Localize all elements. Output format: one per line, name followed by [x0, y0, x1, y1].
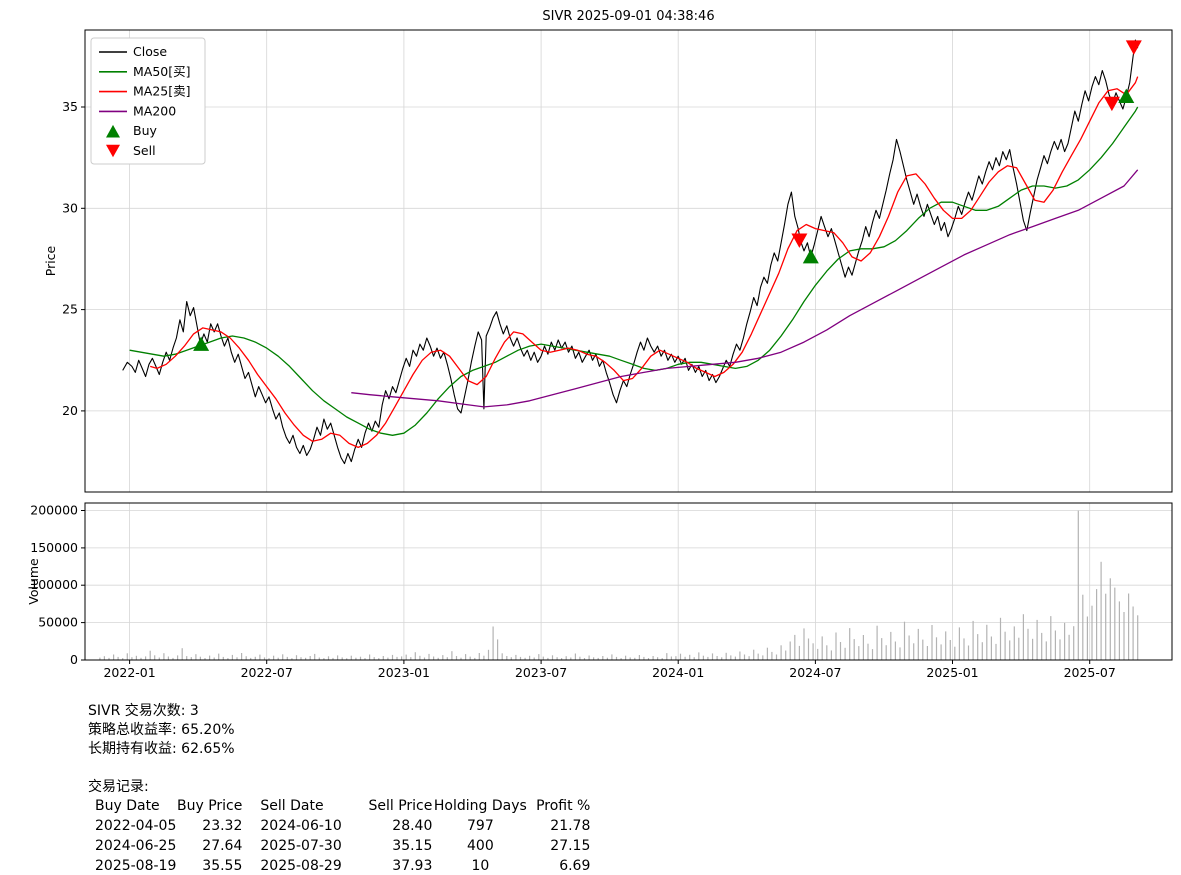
trade-cell: 2024-06-10	[260, 818, 342, 834]
trade-cell: 797	[467, 818, 494, 834]
trade-cell: 28.40	[392, 818, 433, 834]
trades-column-header: Sell Date	[260, 798, 324, 814]
trade-cell: 2025-08-29	[260, 858, 342, 874]
trades-column-header: Buy Price	[177, 798, 243, 814]
legend-label: MA50[买]	[133, 64, 191, 79]
xtick-label: 2025-01	[926, 665, 978, 680]
trades-header-row: Buy Date Buy Price Sell Date Sell Price Hold…	[95, 796, 590, 816]
volume-bars	[99, 510, 1139, 660]
xtick-label: 2022-01	[103, 665, 155, 680]
price-ytick-label: 30	[62, 200, 78, 215]
close-line	[122, 39, 1139, 465]
xtick-label: 2023-07	[515, 665, 567, 680]
trade-row: 2025-08-19 35.55 2025-08-29 37.93 10 6.69	[95, 856, 590, 875]
summary-strategy-return: 策略总收益率: 65.20%	[88, 722, 235, 738]
sell-marker	[1125, 40, 1142, 55]
xtick-label: 2024-01	[652, 665, 704, 680]
legend: Close MA50[买] MA25[卖] MA200 Buy Sell	[90, 37, 206, 165]
trade-cell: 2025-08-19	[95, 858, 177, 874]
trades-table: Buy Date Buy Price Sell Date Sell Price Hold…	[95, 796, 590, 875]
xtick-label: 2025-07	[1064, 665, 1116, 680]
ma50-line	[129, 106, 1139, 436]
sell-marker	[791, 233, 808, 248]
trade-cell: 21.78	[550, 818, 591, 834]
volume-axis-label: Volume	[26, 558, 41, 605]
buy-marker	[1118, 88, 1135, 104]
price-ytick-label: 25	[62, 302, 78, 317]
sell-markers	[791, 40, 1142, 248]
price-axis-label: Price	[43, 245, 58, 276]
trade-cell: 2022-04-05	[95, 818, 177, 834]
price-plot-background	[85, 30, 1172, 492]
trade-cell: 35.15	[392, 838, 433, 854]
legend-box	[90, 37, 206, 165]
trade-row: 2024-06-25 27.64 2025-07-30 35.15 400 27.15	[95, 836, 590, 856]
trade-cell: 2024-06-25	[95, 838, 177, 854]
volume-ytick-label: 50000	[38, 615, 78, 630]
legend-label: MA25[卖]	[133, 84, 191, 99]
xtick-label: 2022-07	[241, 665, 293, 680]
trade-cell: 35.55	[202, 858, 243, 874]
price-volume-chart: 20 25 30 35 0 50000 100000 150000 200000 2022-01 2…	[26, 29, 1173, 680]
volume-ytick-label: 150000	[30, 540, 78, 555]
summary-trade-count: SIVR 交易次数: 3	[88, 703, 199, 719]
legend-label: MA200	[133, 103, 176, 118]
legend-marker-sample	[106, 144, 120, 158]
trade-records-title: 交易记录:	[88, 779, 149, 795]
volume-plot-background	[85, 503, 1172, 660]
trades-column-header: Profit %	[536, 798, 591, 814]
ma200-line	[351, 169, 1139, 408]
volume-plot-border	[84, 502, 1173, 661]
price-ytick-label: 35	[62, 99, 78, 114]
xtick-label: 2023-01	[378, 665, 430, 680]
buy-marker	[193, 336, 210, 351]
summary-buy-hold-return: 长期持有收益: 62.65%	[88, 741, 235, 757]
price-plot-border	[84, 29, 1173, 493]
trades-body: 2022-04-05 23.32 2024-06-10 28.40 797 21.78 20…	[95, 816, 590, 875]
trade-row: 2022-04-05 23.32 2024-06-10 28.40 797 21.78	[95, 816, 590, 836]
volume-ytick-label: 200000	[30, 503, 78, 518]
volume-ytick-label: 0	[70, 652, 78, 667]
trade-cell: 27.64	[202, 838, 243, 854]
ma25-line	[150, 76, 1139, 449]
chart-title: SIVR 2025-09-01 04:38:46	[542, 9, 715, 24]
legend-label: Buy	[133, 123, 157, 138]
buy-marker	[802, 248, 819, 264]
trades-column-header: Buy Date	[95, 798, 160, 814]
trades-column-header: Sell Price	[368, 798, 433, 814]
summary-block: SIVR 交易次数: 3 策略总收益率: 65.20% 长期持有收益: 62.6…	[88, 702, 235, 759]
volume-ytick-label: 100000	[30, 577, 78, 592]
xtick-label: 2024-07	[789, 665, 841, 680]
trade-cell: 2025-07-30	[260, 838, 342, 854]
legend-label: Close	[133, 44, 167, 59]
trade-cell: 10	[471, 858, 490, 874]
trade-cell: 37.93	[392, 858, 433, 874]
legend-marker-sample	[106, 124, 120, 138]
trade-cell: 27.15	[550, 838, 591, 854]
trades-column-header: Holding Days	[433, 798, 527, 814]
trade-cell: 6.69	[559, 858, 591, 874]
legend-label: Sell	[133, 143, 156, 158]
sell-marker	[1103, 96, 1120, 112]
trade-records-block: 交易记录: Buy Date Buy Price Sell Date Sell Pri…	[88, 778, 590, 875]
price-ytick-label: 20	[62, 403, 78, 418]
trade-cell: 23.32	[202, 818, 243, 834]
trade-cell: 400	[467, 838, 494, 854]
buy-markers	[193, 88, 1135, 351]
